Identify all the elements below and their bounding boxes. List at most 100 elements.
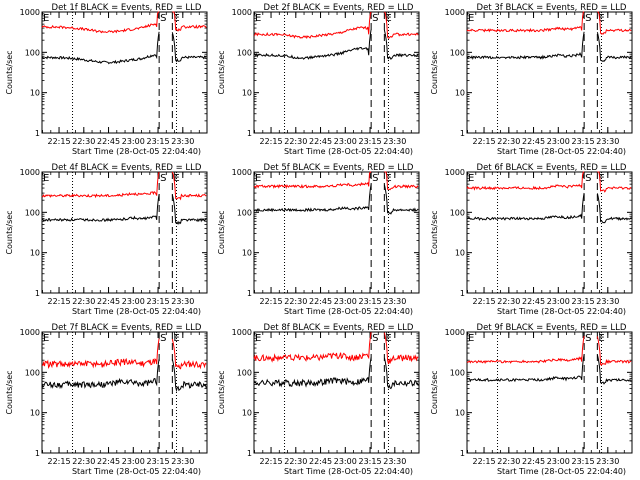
x-tick-label: 22:15 bbox=[473, 457, 496, 466]
y-tick-label: 10 bbox=[242, 249, 252, 258]
x-tick-label: 23:00 bbox=[122, 297, 145, 306]
y-axis-label: Counts/sec bbox=[430, 210, 439, 254]
x-tick-label: 23:30 bbox=[383, 297, 406, 306]
series-line-events bbox=[253, 357, 372, 388]
x-axis-label: Start Time (28-Oct-05 22:04:40) bbox=[72, 467, 201, 476]
y-tick-label: 1000 bbox=[232, 8, 252, 17]
y-tick-label: 100 bbox=[450, 208, 465, 217]
event-marker-label: S bbox=[160, 333, 166, 344]
x-axis-label: Start Time (28-Oct-05 22:04:40) bbox=[284, 307, 413, 316]
x-tick-label: 23:15 bbox=[147, 137, 170, 146]
series-line-events bbox=[171, 359, 207, 393]
detector-panel-7: Det 7f BLACK = Events, RED = LLD 1 10 100 10… bbox=[5, 323, 208, 476]
x-tick-label: 22:15 bbox=[48, 457, 71, 466]
series-line-events bbox=[41, 358, 160, 390]
series-line-lld bbox=[596, 336, 632, 367]
detector-panel-5: Det 5f BLACK = Events, RED = LLD 1 10 100 10… bbox=[217, 163, 420, 316]
x-axis-label: Start Time (28-Oct-05 22:04:40) bbox=[497, 147, 626, 156]
x-tick-label: 22:45 bbox=[309, 137, 332, 146]
y-tick-label: 100 bbox=[25, 368, 40, 377]
x-tick-label: 23:15 bbox=[359, 137, 382, 146]
series-line-lld bbox=[384, 11, 419, 39]
x-tick-label: 22:30 bbox=[72, 457, 95, 466]
x-tick-label: 23:30 bbox=[596, 297, 619, 306]
y-axis-label: Counts/sec bbox=[217, 210, 226, 254]
y-tick-label: 10 bbox=[30, 89, 40, 98]
y-tick-label: 1000 bbox=[20, 8, 40, 17]
plot-frame bbox=[466, 331, 633, 454]
detector-panel-4: Det 4f BLACK = Events, RED = LLD 1 10 100 10… bbox=[5, 163, 208, 316]
plot-frame bbox=[41, 331, 208, 454]
series-line-lld bbox=[466, 171, 585, 191]
x-tick-label: 22:15 bbox=[260, 137, 283, 146]
panel-title: Det 6f BLACK = Events, RED = LLD bbox=[477, 163, 627, 173]
x-tick-label: 22:15 bbox=[260, 457, 283, 466]
x-axis-label: Start Time (28-Oct-05 22:04:40) bbox=[72, 307, 201, 316]
panel-title: Det 4f BLACK = Events, RED = LLD bbox=[52, 163, 202, 173]
y-axis-label: Counts/sec bbox=[217, 370, 226, 414]
event-marker-label: S bbox=[372, 333, 378, 344]
series-line-lld bbox=[171, 338, 207, 370]
x-tick-label: 22:45 bbox=[522, 137, 545, 146]
detector-panel-9: Det 9f BLACK = Events, RED = LLD 1 10 100 10… bbox=[430, 323, 633, 476]
series-line-lld bbox=[41, 171, 160, 199]
x-tick-label: 23:15 bbox=[572, 457, 595, 466]
detector-panel-3: Det 3f BLACK = Events, RED = LLD 1 10 100 10… bbox=[430, 3, 633, 156]
panel-title: Det 3f BLACK = Events, RED = LLD bbox=[477, 3, 627, 13]
series-line-lld bbox=[254, 11, 372, 40]
event-marker-label: E bbox=[43, 13, 49, 24]
x-tick-label: 22:30 bbox=[284, 137, 307, 146]
y-axis-label: Counts/sec bbox=[217, 50, 226, 94]
x-tick-label: 23:15 bbox=[359, 297, 382, 306]
y-tick-label: 100 bbox=[25, 48, 40, 57]
y-tick-label: 1000 bbox=[232, 168, 252, 177]
event-marker-label: S bbox=[585, 13, 591, 24]
x-tick-label: 23:00 bbox=[547, 457, 570, 466]
x-tick-label: 23:30 bbox=[383, 137, 406, 146]
series-line-lld bbox=[171, 171, 207, 201]
series-line-lld bbox=[42, 338, 160, 370]
x-tick-label: 23:00 bbox=[334, 297, 357, 306]
y-tick-label: 100 bbox=[237, 48, 252, 57]
event-marker-label: E bbox=[468, 13, 474, 24]
x-tick-label: 23:15 bbox=[147, 297, 170, 306]
y-tick-label: 1 bbox=[247, 289, 252, 298]
series-line-events bbox=[383, 184, 419, 215]
series-line-lld bbox=[383, 332, 419, 365]
series-line-lld bbox=[466, 335, 585, 364]
x-tick-label: 23:30 bbox=[596, 457, 619, 466]
series-line-events bbox=[253, 184, 372, 213]
plot-frame bbox=[41, 11, 208, 134]
plot-frame bbox=[41, 171, 208, 294]
event-marker-label: E bbox=[468, 173, 474, 184]
x-tick-label: 23:30 bbox=[171, 297, 194, 306]
series-line-events bbox=[383, 357, 419, 390]
y-axis-label: Counts/sec bbox=[430, 50, 439, 94]
y-tick-label: 1 bbox=[35, 289, 40, 298]
event-marker-label: S bbox=[160, 173, 166, 184]
event-marker-label: S bbox=[585, 173, 591, 184]
y-tick-label: 1 bbox=[247, 449, 252, 458]
series-line-events bbox=[596, 32, 632, 62]
y-tick-label: 1000 bbox=[445, 8, 465, 17]
y-tick-label: 100 bbox=[450, 368, 465, 377]
series-line-events bbox=[466, 354, 585, 383]
y-axis-label: Counts/sec bbox=[430, 370, 439, 414]
event-marker-label: E bbox=[255, 13, 261, 24]
y-tick-label: 1 bbox=[35, 449, 40, 458]
panel-title: Det 8f BLACK = Events, RED = LLD bbox=[264, 323, 414, 333]
x-tick-label: 22:45 bbox=[522, 297, 545, 306]
y-tick-label: 10 bbox=[455, 249, 465, 258]
x-tick-label: 23:15 bbox=[572, 297, 595, 306]
x-tick-label: 23:00 bbox=[547, 297, 570, 306]
series-line-lld bbox=[384, 171, 419, 191]
y-tick-label: 1000 bbox=[20, 168, 40, 177]
event-marker-label: S bbox=[160, 13, 166, 24]
series-line-lld bbox=[172, 11, 207, 32]
x-tick-label: 22:15 bbox=[48, 297, 71, 306]
x-tick-label: 22:15 bbox=[48, 137, 71, 146]
detector-panel-6: Det 6f BLACK = Events, RED = LLD 1 10 100 10… bbox=[430, 163, 633, 316]
x-tick-label: 22:45 bbox=[522, 457, 545, 466]
x-axis-label: Start Time (28-Oct-05 22:04:40) bbox=[497, 307, 626, 316]
